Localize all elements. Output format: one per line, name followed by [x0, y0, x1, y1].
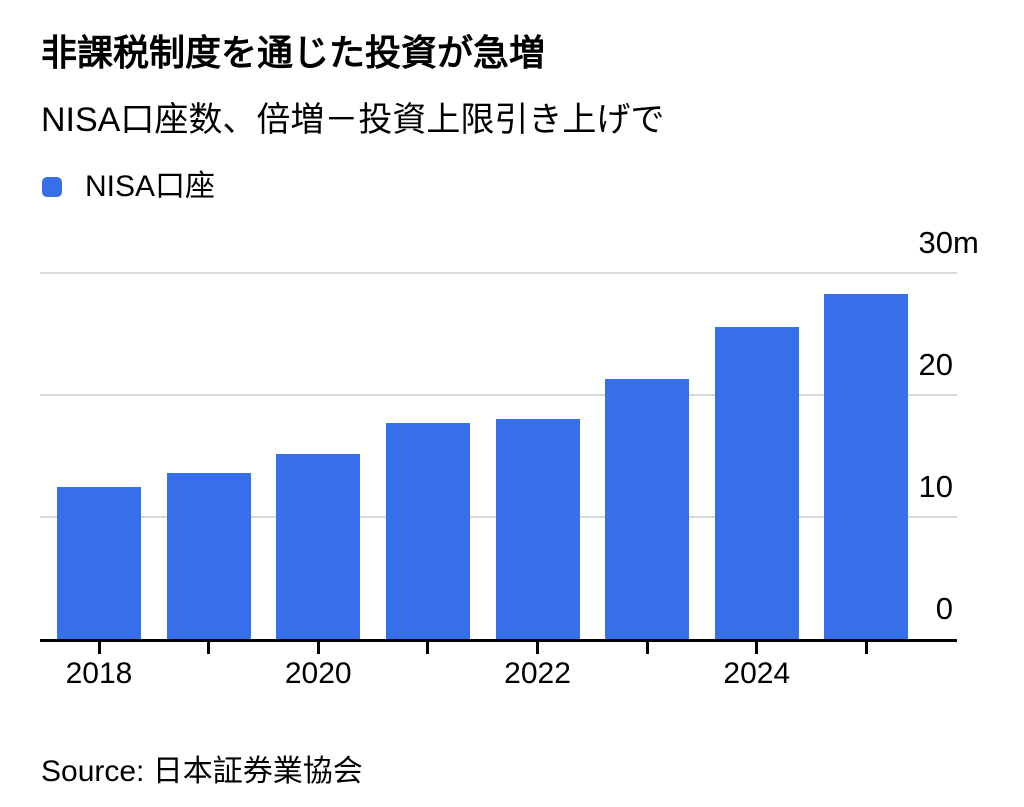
- bar-2025: [824, 293, 909, 639]
- x-axis-label-2024: 2024: [723, 657, 791, 690]
- x-axis-tick-2019: [207, 639, 211, 654]
- x-axis-tick-2018: [97, 639, 101, 654]
- y-axis-label-30m: 30 m: [918, 225, 979, 260]
- x-axis-label-2022: 2022: [504, 657, 571, 690]
- y-axis-label-20: 20: [918, 347, 953, 382]
- bar-2022: [495, 419, 580, 639]
- legend-series-label: NISA口座: [85, 170, 216, 203]
- y-axis-label-10: 10: [918, 469, 953, 504]
- x-axis-tick-2025: [864, 639, 868, 654]
- chart-legend: NISA口座: [42, 172, 215, 202]
- chart-subtitle: NISA口座数、倍増－投資上限引き上げで: [41, 101, 665, 139]
- chart-title: 非課税制度を通じた投資が急増: [41, 32, 546, 73]
- y-axis-label-0: 0: [935, 591, 953, 626]
- bar-2019: [166, 473, 251, 639]
- bar-2024: [714, 326, 799, 639]
- legend-swatch-icon: [42, 177, 62, 197]
- source-credit: Source: 日本証券業協会: [41, 755, 363, 788]
- bar-2023: [605, 379, 690, 639]
- bar-chart-plot-area: 30 m 20 10 0 2018 2020 2022 2024: [40, 226, 979, 690]
- gridline-20m: [40, 394, 957, 396]
- x-axis-tick-2020: [316, 639, 320, 654]
- x-axis-tick-2024: [755, 639, 759, 654]
- x-axis-label-2018: 2018: [65, 657, 133, 690]
- x-axis-tick-2021: [426, 639, 430, 654]
- bar-2020: [276, 453, 361, 639]
- y-axis-unit-suffix: m: [953, 225, 979, 260]
- x-axis-tick-2022: [536, 639, 540, 654]
- x-axis-label-2020: 2020: [284, 657, 352, 690]
- bar-2018: [57, 486, 141, 639]
- x-axis-tick-2023: [645, 639, 649, 654]
- gridline-30m: [40, 272, 957, 274]
- bar-2021: [385, 423, 470, 639]
